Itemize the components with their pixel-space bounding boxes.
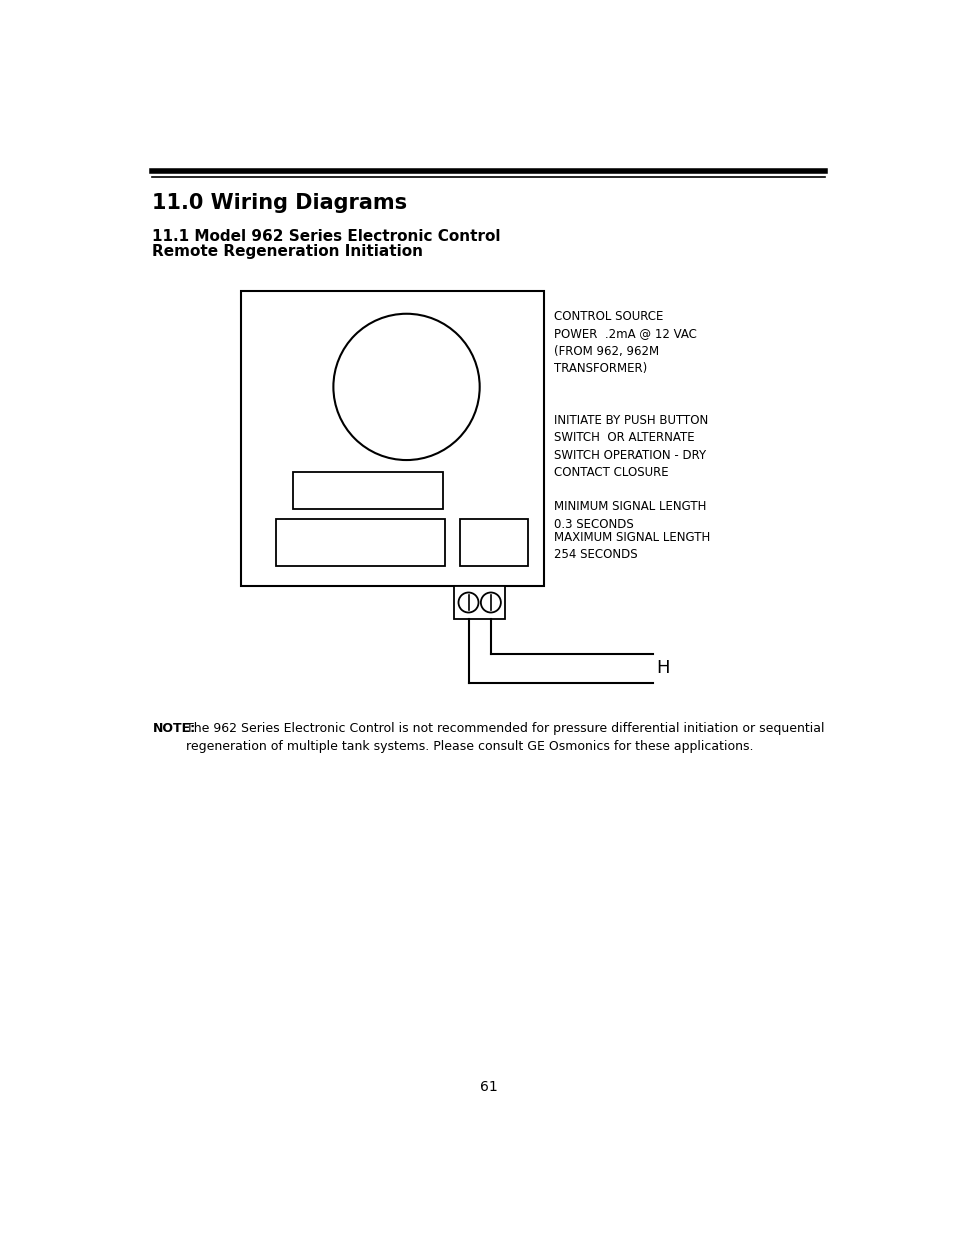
Bar — [460, 520, 528, 566]
Bar — [241, 290, 543, 585]
Text: 11.0 Wiring Diagrams: 11.0 Wiring Diagrams — [152, 193, 407, 212]
Bar — [454, 585, 504, 620]
Circle shape — [480, 593, 500, 613]
Text: MAXIMUM SIGNAL LENGTH
254 SECONDS: MAXIMUM SIGNAL LENGTH 254 SECONDS — [554, 531, 710, 562]
Text: Remote Regeneration Initiation: Remote Regeneration Initiation — [152, 243, 423, 258]
Text: NOTE:: NOTE: — [152, 721, 195, 735]
Text: The 962 Series Electronic Control is not recommended for pressure differential i: The 962 Series Electronic Control is not… — [186, 721, 824, 753]
Text: 61: 61 — [479, 1079, 497, 1094]
Text: H: H — [656, 659, 669, 677]
Bar — [293, 472, 442, 509]
Circle shape — [333, 314, 479, 461]
Text: MINIMUM SIGNAL LENGTH
0.3 SECONDS: MINIMUM SIGNAL LENGTH 0.3 SECONDS — [554, 500, 706, 531]
Text: INITIATE BY PUSH BUTTON
SWITCH  OR ALTERNATE
SWITCH OPERATION - DRY
CONTACT CLOS: INITIATE BY PUSH BUTTON SWITCH OR ALTERN… — [554, 414, 708, 479]
Circle shape — [458, 593, 478, 613]
Text: 11.1 Model 962 Series Electronic Control: 11.1 Model 962 Series Electronic Control — [152, 228, 500, 245]
Bar — [275, 520, 444, 566]
Text: CONTROL SOURCE
POWER  .2mA @ 12 VAC
(FROM 962, 962M
TRANSFORMER): CONTROL SOURCE POWER .2mA @ 12 VAC (FROM… — [554, 310, 697, 375]
